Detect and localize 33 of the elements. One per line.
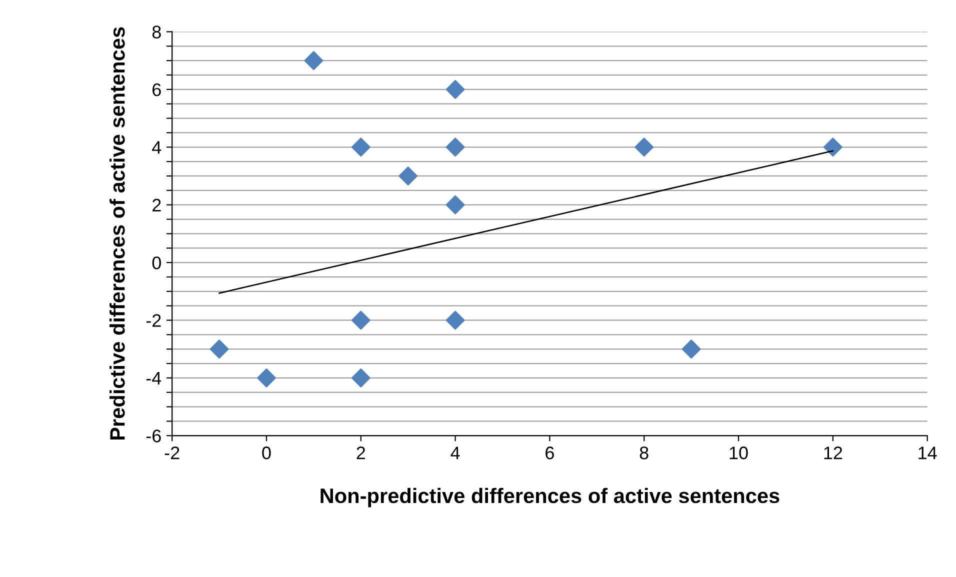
point bbox=[351, 138, 370, 157]
point bbox=[304, 51, 324, 70]
y-tick-label: 6 bbox=[152, 83, 161, 96]
point bbox=[446, 138, 465, 157]
point bbox=[682, 340, 701, 359]
point bbox=[446, 195, 465, 214]
point bbox=[446, 310, 465, 330]
x-tick-label: 12 bbox=[824, 446, 842, 460]
y-tick-label: 8 bbox=[152, 26, 161, 38]
x-tick-label: 6 bbox=[546, 446, 554, 460]
point bbox=[398, 166, 418, 186]
x-tick-label: -2 bbox=[164, 446, 180, 460]
y-axis-title: Predictive differences of active sentences bbox=[110, 27, 125, 440]
y-tick-label: 2 bbox=[152, 198, 161, 212]
x-tick-label: 14 bbox=[918, 446, 937, 460]
point bbox=[446, 80, 465, 99]
x-tick-label: 0 bbox=[262, 446, 271, 460]
x-tick-label: 4 bbox=[450, 446, 460, 460]
point bbox=[634, 138, 654, 157]
point bbox=[823, 138, 842, 157]
point bbox=[351, 310, 370, 330]
x-axis-title: Non-predictive differences of active sentences bbox=[320, 488, 780, 508]
y-tick-label: -2 bbox=[146, 314, 161, 327]
y-tick-label: 0 bbox=[152, 256, 161, 270]
x-tick-label: 10 bbox=[730, 446, 748, 460]
x-tick-label: 8 bbox=[640, 446, 648, 460]
point bbox=[257, 368, 276, 388]
point bbox=[210, 340, 229, 359]
x-tick-label: 2 bbox=[356, 446, 366, 460]
point bbox=[351, 368, 370, 388]
y-tick-label: -4 bbox=[146, 372, 162, 384]
y-tick-label: -6 bbox=[146, 430, 161, 442]
y-tick-label: 4 bbox=[152, 141, 162, 154]
